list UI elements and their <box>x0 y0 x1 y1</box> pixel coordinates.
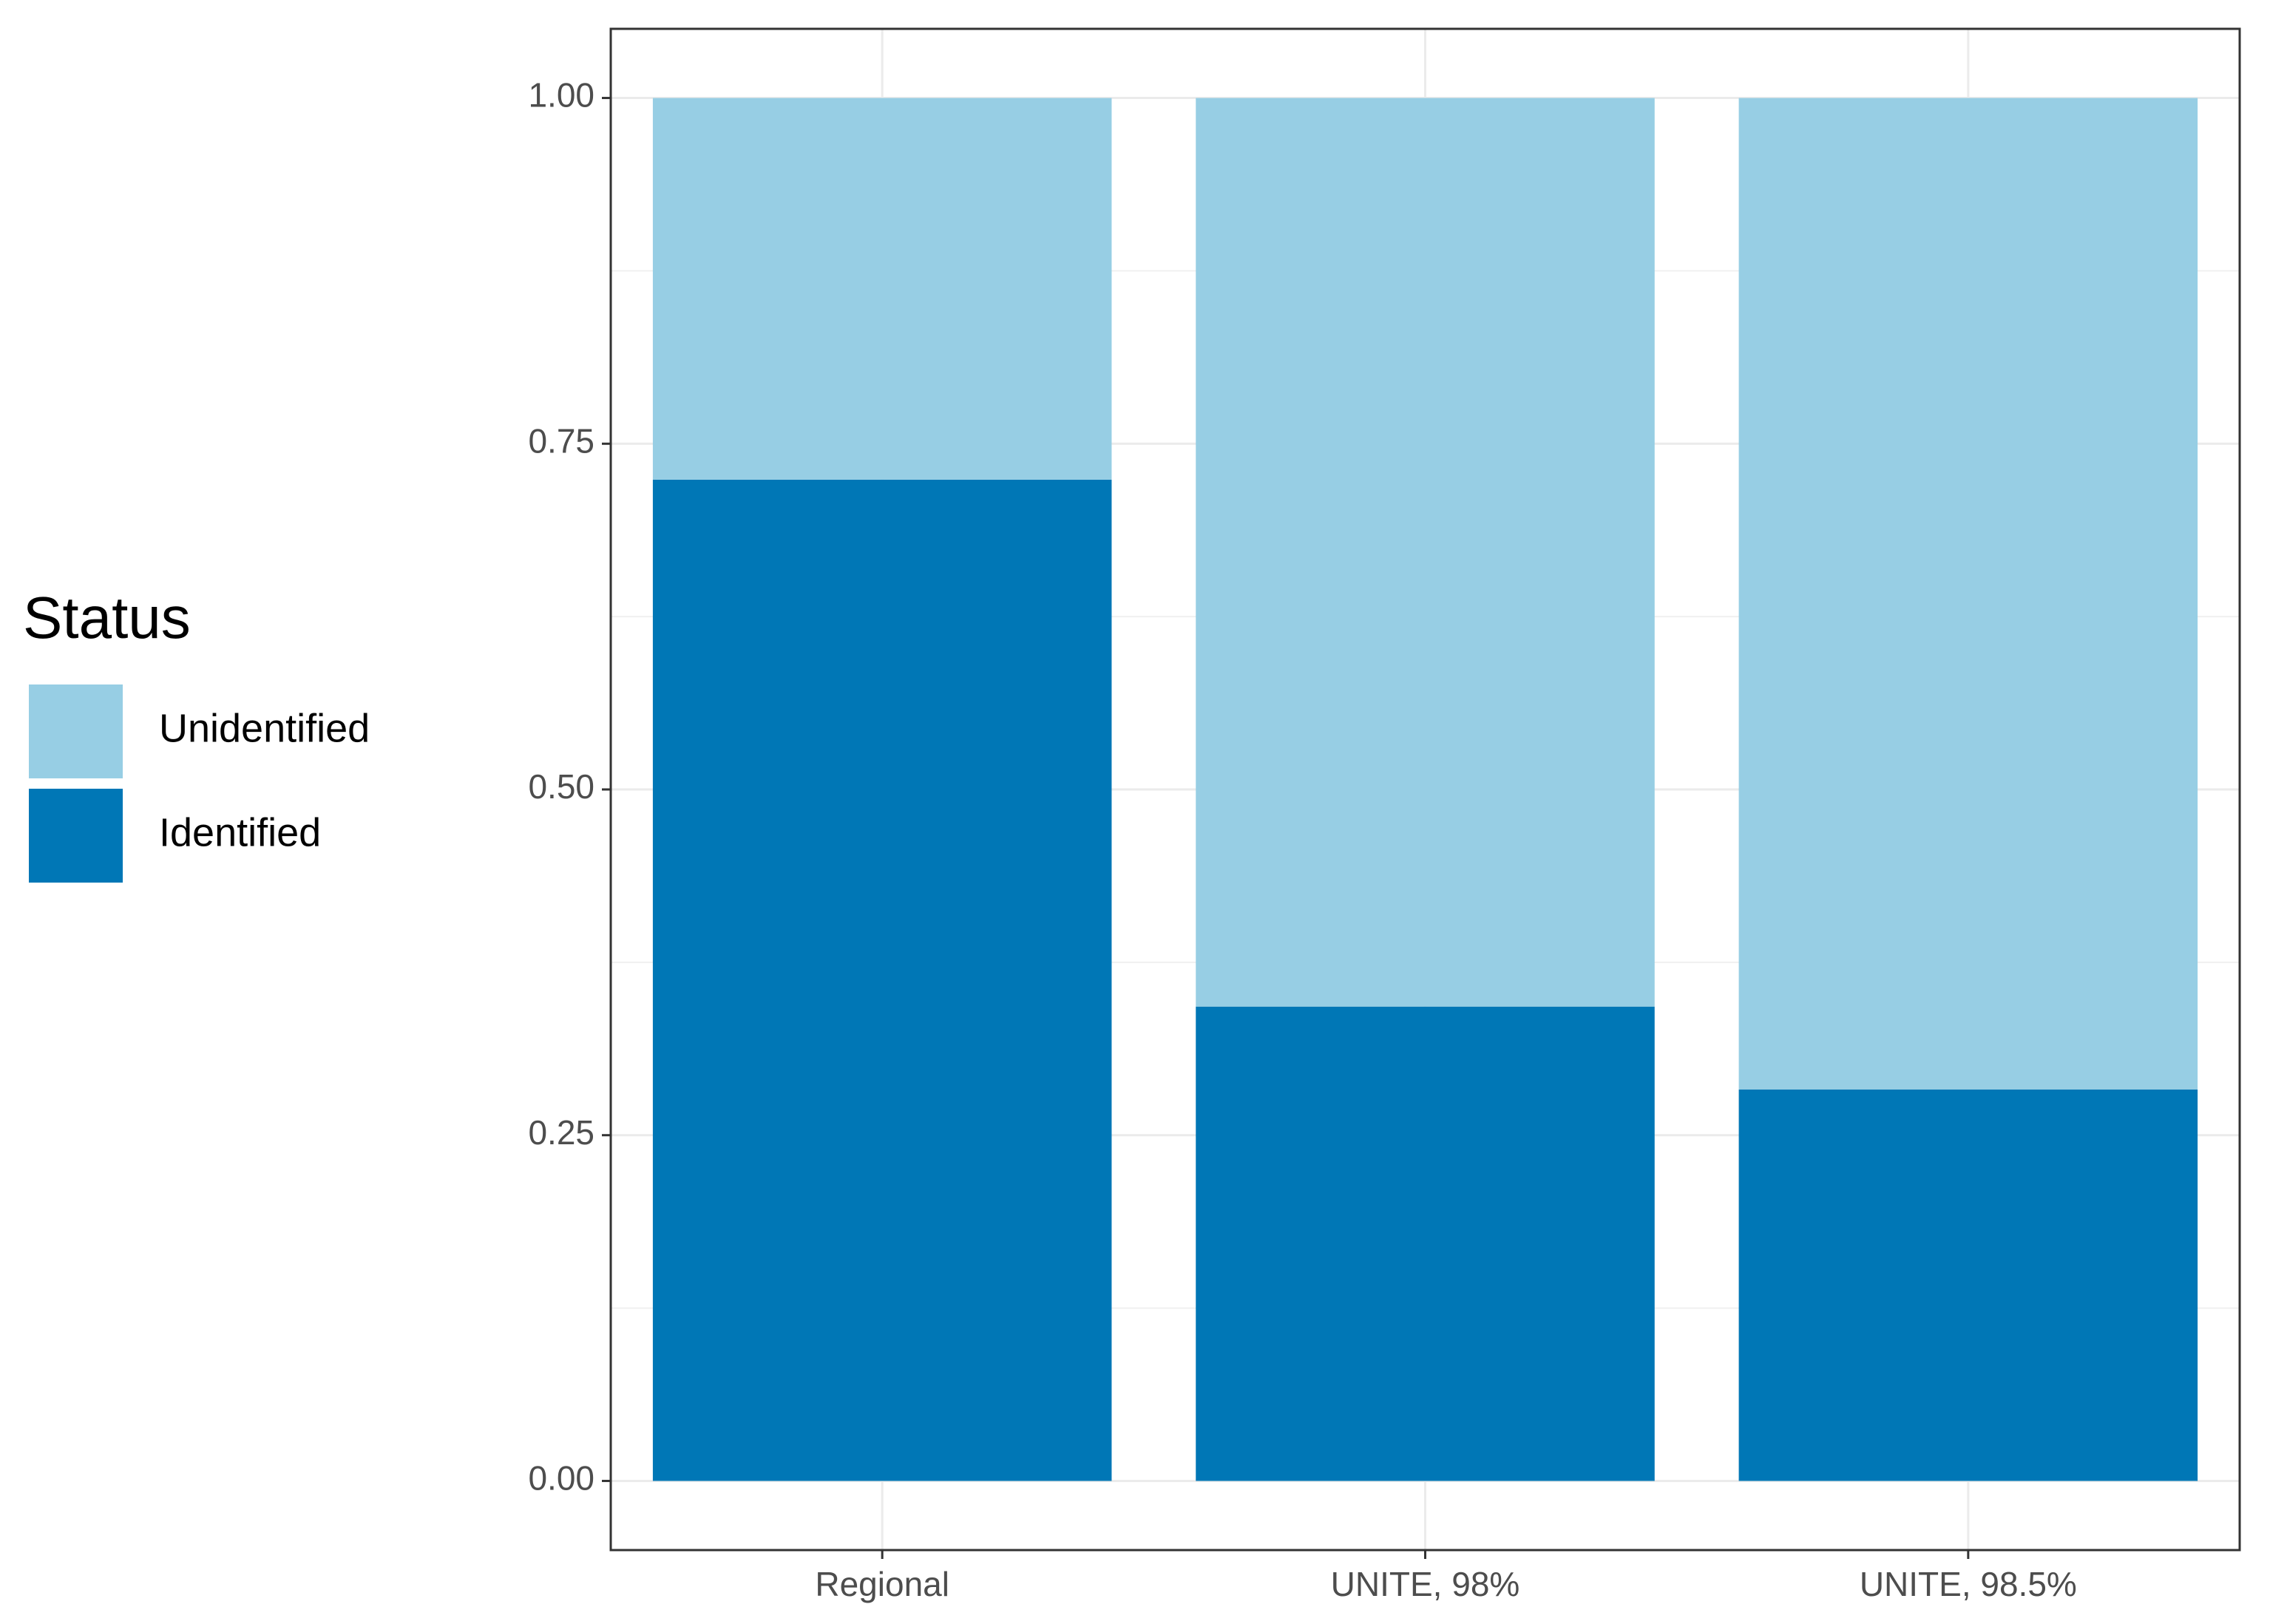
y-tick-label: 0.25 <box>528 1113 594 1152</box>
panel-border <box>609 27 2241 1552</box>
y-tick-label: 0.00 <box>528 1459 594 1498</box>
legend-swatch <box>29 684 123 778</box>
legend-swatch <box>29 789 123 883</box>
bar-segment <box>1196 98 1655 1007</box>
bar-segment <box>1196 1006 1655 1481</box>
x-tick-label: UNITE, 98% <box>1331 1565 1520 1603</box>
y-tick-label: 1.00 <box>528 76 594 115</box>
bar-segment <box>1738 1089 2198 1481</box>
x-tick-label: Regional <box>815 1565 949 1603</box>
legend-label: Identified <box>159 810 321 855</box>
y-tick-label: 0.75 <box>528 421 594 460</box>
bar-segment <box>1738 98 2198 1090</box>
legend-title: Status <box>23 585 191 650</box>
y-tick-label: 0.50 <box>528 767 594 806</box>
x-tick-label: UNITE, 98.5% <box>1860 1565 2077 1603</box>
bar-segment <box>652 98 1112 480</box>
bar-segment <box>652 479 1112 1481</box>
legend-label: Unidentified <box>159 706 370 750</box>
